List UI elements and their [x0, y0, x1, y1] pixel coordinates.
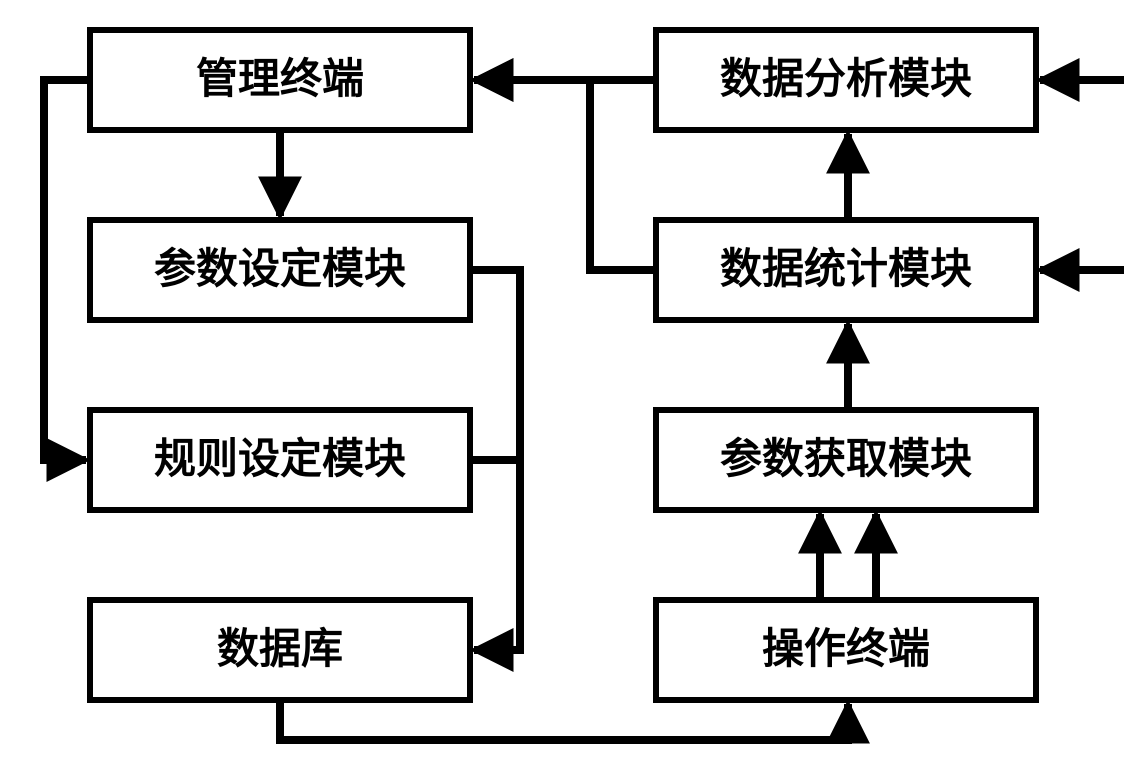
node-param-get: 参数获取模块: [656, 410, 1036, 510]
node-label: 参数设定模块: [154, 245, 406, 292]
node-label: 规则设定模块: [154, 435, 406, 482]
node-data-analysis: 数据分析模块: [656, 30, 1036, 130]
node-op-terminal: 操作终端: [656, 600, 1036, 700]
node-label: 数据统计模块: [720, 245, 972, 292]
connector: [280, 700, 848, 740]
connector: [474, 80, 656, 270]
node-rule-set: 规则设定模块: [90, 410, 470, 510]
node-label: 参数获取模块: [720, 435, 972, 482]
node-mgmt-terminal: 管理终端: [90, 30, 470, 130]
node-database: 数据库: [90, 600, 470, 700]
node-label: 管理终端: [196, 55, 364, 102]
node-label: 数据分析模块: [720, 55, 972, 102]
node-label: 数据库: [217, 625, 343, 672]
connector: [44, 80, 90, 460]
node-label: 操作终端: [762, 625, 930, 672]
node-data-stats: 数据统计模块: [656, 220, 1036, 320]
node-param-set: 参数设定模块: [90, 220, 470, 320]
